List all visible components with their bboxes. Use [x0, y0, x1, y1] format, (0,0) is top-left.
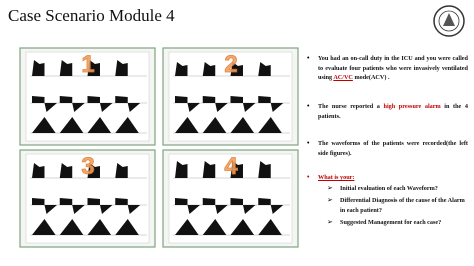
text: The nurse reported a [318, 103, 384, 110]
text: in the 4 patients. [318, 103, 468, 120]
bullet: • [307, 54, 310, 62]
bullet-text: You had an on-call duty in the ICU and y… [318, 54, 468, 83]
logo [433, 5, 465, 37]
bullet: • [307, 139, 310, 147]
question-item: Differential Diagnosis of the cause of t… [340, 197, 465, 214]
flow-wave [175, 198, 284, 214]
text: You had an on-call duty in the ICU and y… [318, 55, 468, 81]
arrow-bullet: ➢ [327, 184, 333, 192]
waveform-panels: 1 2 3 4 [19, 47, 299, 248]
bullet: • [307, 102, 310, 110]
volume-wave [175, 117, 282, 133]
pressure-wave [175, 62, 271, 76]
bullet-text: The nurse reported a high pressure alarm… [318, 102, 468, 121]
question-item: Initial evaluation of each Waveform? [340, 185, 438, 192]
bullet: • [307, 173, 310, 181]
slide-title: Case Scenario Module 4 [8, 6, 175, 25]
flow-wave [32, 96, 141, 112]
text: The waveforms of the patients were recor… [318, 140, 468, 157]
arrow-bullet: ➢ [327, 218, 333, 226]
pressure-wave [175, 161, 271, 178]
panel-number: 3 [81, 153, 94, 180]
pressure-wave [32, 163, 128, 178]
pressure-wave [32, 60, 128, 76]
panel-number: 2 [224, 51, 237, 78]
flow-wave [32, 198, 141, 214]
volume-wave [32, 219, 139, 235]
highlight: AC/VC [333, 74, 353, 81]
question-item: Suggested Management for each case? [340, 219, 442, 226]
text: mode(ACV) . [352, 74, 390, 81]
panel-number: 1 [81, 51, 94, 78]
volume-wave [175, 219, 282, 235]
bullet-text: The waveforms of the patients were recor… [318, 139, 468, 158]
question-title: What is your: [318, 174, 355, 181]
arrow-bullet: ➢ [327, 196, 333, 204]
highlight: high pressure alarm [383, 103, 441, 110]
volume-wave [32, 117, 139, 133]
panel-number: 4 [224, 153, 238, 180]
flow-wave [175, 96, 284, 112]
